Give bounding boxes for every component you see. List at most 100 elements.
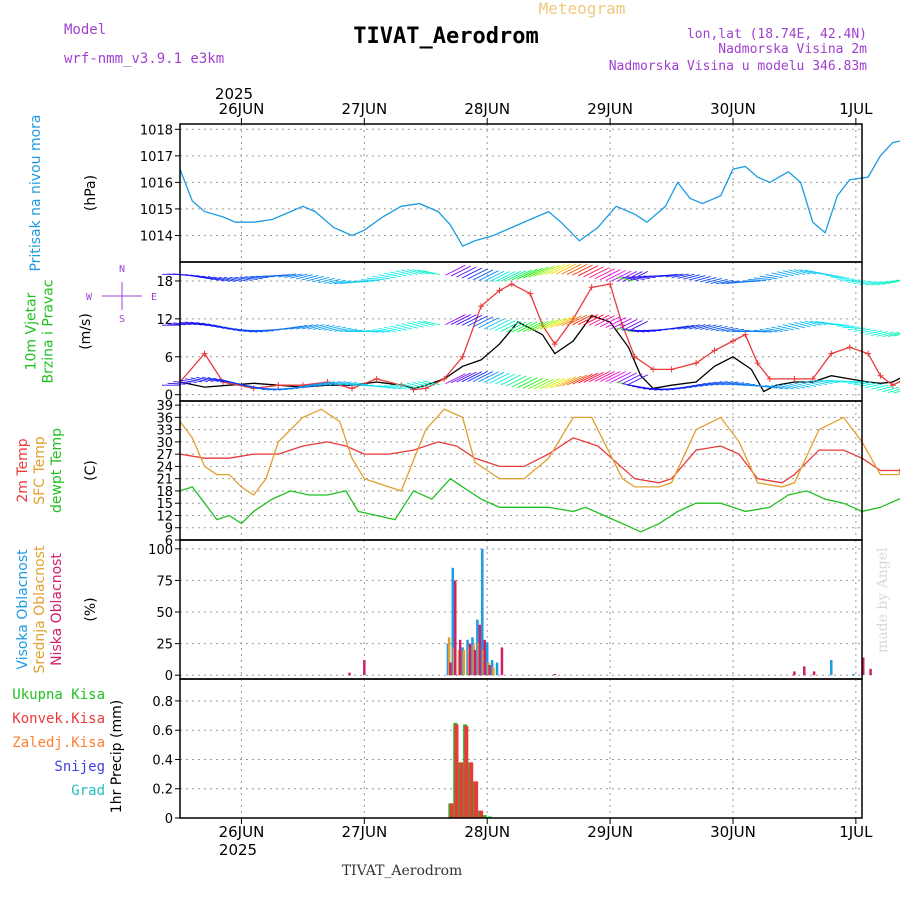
- wind-arrow: [218, 276, 236, 283]
- wind-arrow: [422, 270, 440, 276]
- bar-clouds-0: [852, 673, 855, 676]
- wind-arrow: [865, 330, 883, 335]
- gust-marker: [877, 372, 884, 379]
- wind-arrow: [765, 274, 783, 279]
- wind-arrow: [272, 273, 291, 277]
- wind-arrow: [178, 379, 197, 383]
- year-label-bottom: 2025: [219, 841, 257, 859]
- wind-arrow: [694, 382, 711, 388]
- y-tick-label: 12: [156, 509, 173, 524]
- wind-arrow: [278, 273, 297, 278]
- panel-label-temperature: dewpt Temp: [49, 428, 65, 513]
- wind-arrow: [699, 381, 717, 387]
- wind-arrow: [467, 268, 488, 280]
- wind-arrow: [361, 330, 380, 333]
- precip-legend-entry: Zaledj.Kisa: [12, 735, 105, 751]
- wind-arrow: [395, 270, 413, 276]
- precip-legend-entry: Konvek.Kisa: [12, 711, 105, 727]
- wind-arrow: [793, 269, 811, 275]
- wind-arrow: [312, 276, 330, 283]
- wind-arrow: [820, 379, 839, 384]
- location-label: lon,lat (18.74E, 42.4N): [687, 27, 867, 42]
- wind-arrow: [234, 276, 252, 281]
- bar-precip-1: [449, 803, 454, 818]
- time-axis-layer: 26JUN 26JUN 27JUN 27JUN 28JUN 28JUN 29JUN 29JUN…: [219, 100, 874, 841]
- wind-arrow: [339, 328, 358, 332]
- wind-arrow: [296, 324, 313, 330]
- gust-marker: [766, 375, 773, 382]
- wind-arrow: [842, 326, 861, 329]
- wind-arrow: [511, 269, 532, 281]
- wind-arrow: [213, 276, 230, 282]
- wind-arrow: [456, 314, 477, 326]
- wind-arrow: [401, 269, 418, 275]
- wind-arrow: [887, 332, 900, 338]
- wind-arrow: [583, 266, 604, 278]
- gust-marker: [275, 382, 282, 389]
- wind-arrow: [517, 268, 538, 280]
- wind-arrow: [605, 317, 626, 328]
- bar-clouds-2: [553, 673, 557, 676]
- wind-arrow: [389, 384, 407, 390]
- wind-arrow: [478, 371, 499, 383]
- bar-clouds-0: [485, 642, 489, 676]
- gust-marker: [607, 281, 614, 288]
- wind-arrow: [202, 376, 219, 383]
- wind-arrow: [831, 323, 850, 326]
- wind-arrow: [190, 377, 208, 382]
- wind-arrow: [178, 321, 197, 326]
- y-tick-label: 0.6: [152, 724, 173, 739]
- wind-arrow: [759, 328, 778, 333]
- wind-arrow: [782, 324, 800, 330]
- wind-arrow: [577, 265, 599, 277]
- wind-arrow: [323, 278, 341, 284]
- wind-arrow: [533, 319, 555, 331]
- wind-arrow: [748, 330, 767, 333]
- bar-precip-1: [469, 762, 474, 818]
- wind-arrow: [550, 317, 571, 328]
- wind-arrow: [173, 322, 192, 325]
- wind-arrow: [804, 381, 822, 387]
- wind-arrow: [539, 264, 560, 276]
- precip-legend-entry: Ukupna Kisa: [12, 687, 105, 703]
- wind-arrow: [870, 280, 888, 286]
- wind-arrow: [328, 326, 346, 332]
- wind-arrow: [870, 384, 888, 390]
- gust-marker: [846, 344, 853, 351]
- panel-frame: [179, 123, 863, 263]
- time-label-bottom: 29JUN: [587, 823, 633, 841]
- gust-marker: [889, 382, 896, 389]
- wind-arrow: [793, 322, 811, 328]
- wind-arrow: [445, 314, 466, 326]
- wind-arrow: [522, 378, 543, 389]
- wind-arrow: [539, 378, 560, 390]
- wind-arrow: [882, 279, 899, 285]
- panel-unit-pressure: (hPa): [83, 175, 99, 211]
- wind-arrow: [721, 381, 739, 386]
- wind-arrow: [887, 388, 900, 393]
- wind-arrow: [793, 382, 811, 388]
- wind-arrow: [731, 383, 750, 386]
- gust-marker: [742, 331, 749, 338]
- wind-arrow: [213, 324, 230, 330]
- wind-arrow: [312, 381, 330, 387]
- wind-arrow: [301, 324, 319, 330]
- wind-arrow: [561, 315, 582, 327]
- compass-label-n: N: [119, 264, 125, 275]
- wind-arrow: [799, 321, 817, 327]
- wind-arrow: [737, 281, 756, 283]
- bar-clouds-0: [830, 660, 833, 676]
- wind-arrow: [809, 320, 828, 326]
- gust-marker: [631, 353, 638, 360]
- bar-precip-1: [464, 725, 469, 818]
- panel-unit-wind: (m/s): [78, 313, 94, 350]
- wind-arrow: [588, 267, 610, 279]
- wind-arrow: [184, 321, 203, 326]
- gust-marker: [349, 385, 356, 392]
- y-tick-label: 27: [156, 448, 173, 463]
- wind-arrow: [533, 378, 555, 390]
- wind-arrow: [705, 381, 723, 387]
- wind-arrow: [378, 274, 396, 279]
- panel-unit-clouds: (%): [83, 597, 99, 621]
- wind-arrow: [378, 328, 396, 333]
